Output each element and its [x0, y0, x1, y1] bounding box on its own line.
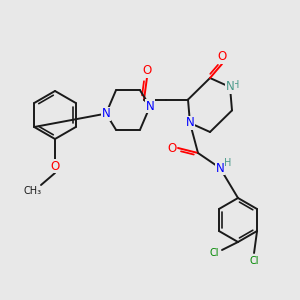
- Text: O: O: [218, 50, 226, 64]
- Text: N: N: [226, 80, 234, 94]
- Text: CH₃: CH₃: [24, 186, 42, 196]
- Text: O: O: [50, 160, 60, 172]
- Text: N: N: [216, 161, 224, 175]
- Text: H: H: [232, 80, 240, 90]
- Text: Cl: Cl: [249, 256, 259, 266]
- Text: H: H: [224, 158, 232, 168]
- Text: N: N: [186, 116, 194, 130]
- Text: O: O: [142, 64, 152, 77]
- Text: N: N: [146, 100, 154, 113]
- Text: N: N: [102, 107, 110, 120]
- Text: O: O: [167, 142, 177, 154]
- Text: Cl: Cl: [209, 248, 219, 258]
